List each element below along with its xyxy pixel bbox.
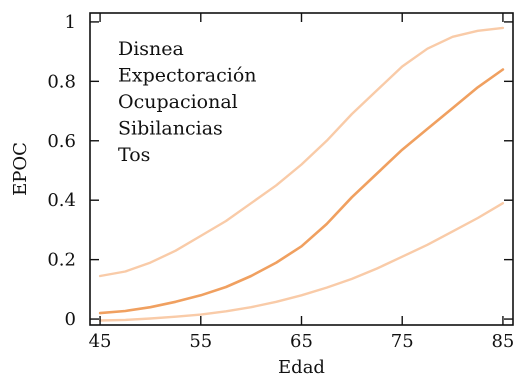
y-tick-label: 0.4 (47, 190, 76, 211)
annotation-list: Disnea Expectoración Ocupacional Sibilancia… (118, 38, 257, 166)
x-axis-title: Edad (278, 357, 325, 378)
y-tick-label: 0.2 (47, 250, 76, 271)
series-line-estimate (98, 68, 505, 315)
x-tick-label: 85 (491, 331, 514, 352)
y-tick-label: 0.8 (47, 71, 76, 92)
series-line-upper-bound (98, 26, 505, 278)
ticks-layer (90, 13, 513, 325)
annotation-item: Sibilancias (118, 118, 223, 140)
annotation-item: Disnea (118, 38, 184, 60)
annotation-item: Ocupacional (118, 91, 238, 113)
x-tick-label: 45 (89, 331, 112, 352)
annotation-item: Expectoración (118, 65, 257, 87)
tick-labels-layer: 45 55 65 75 85 0 0.2 0.4 0.6 0.8 1 (47, 12, 514, 352)
series-line-lower-bound (98, 202, 505, 322)
series-layer (98, 26, 505, 322)
x-tick-label: 65 (290, 331, 313, 352)
y-axis-title: EPOC (10, 142, 31, 196)
y-tick-label: 0.6 (47, 131, 76, 152)
y-tick-label: 1 (65, 12, 76, 33)
y-tick-label: 0 (65, 309, 76, 330)
annotation-item: Tos (118, 144, 150, 166)
x-tick-label: 55 (189, 331, 212, 352)
x-tick-label: 75 (391, 331, 414, 352)
